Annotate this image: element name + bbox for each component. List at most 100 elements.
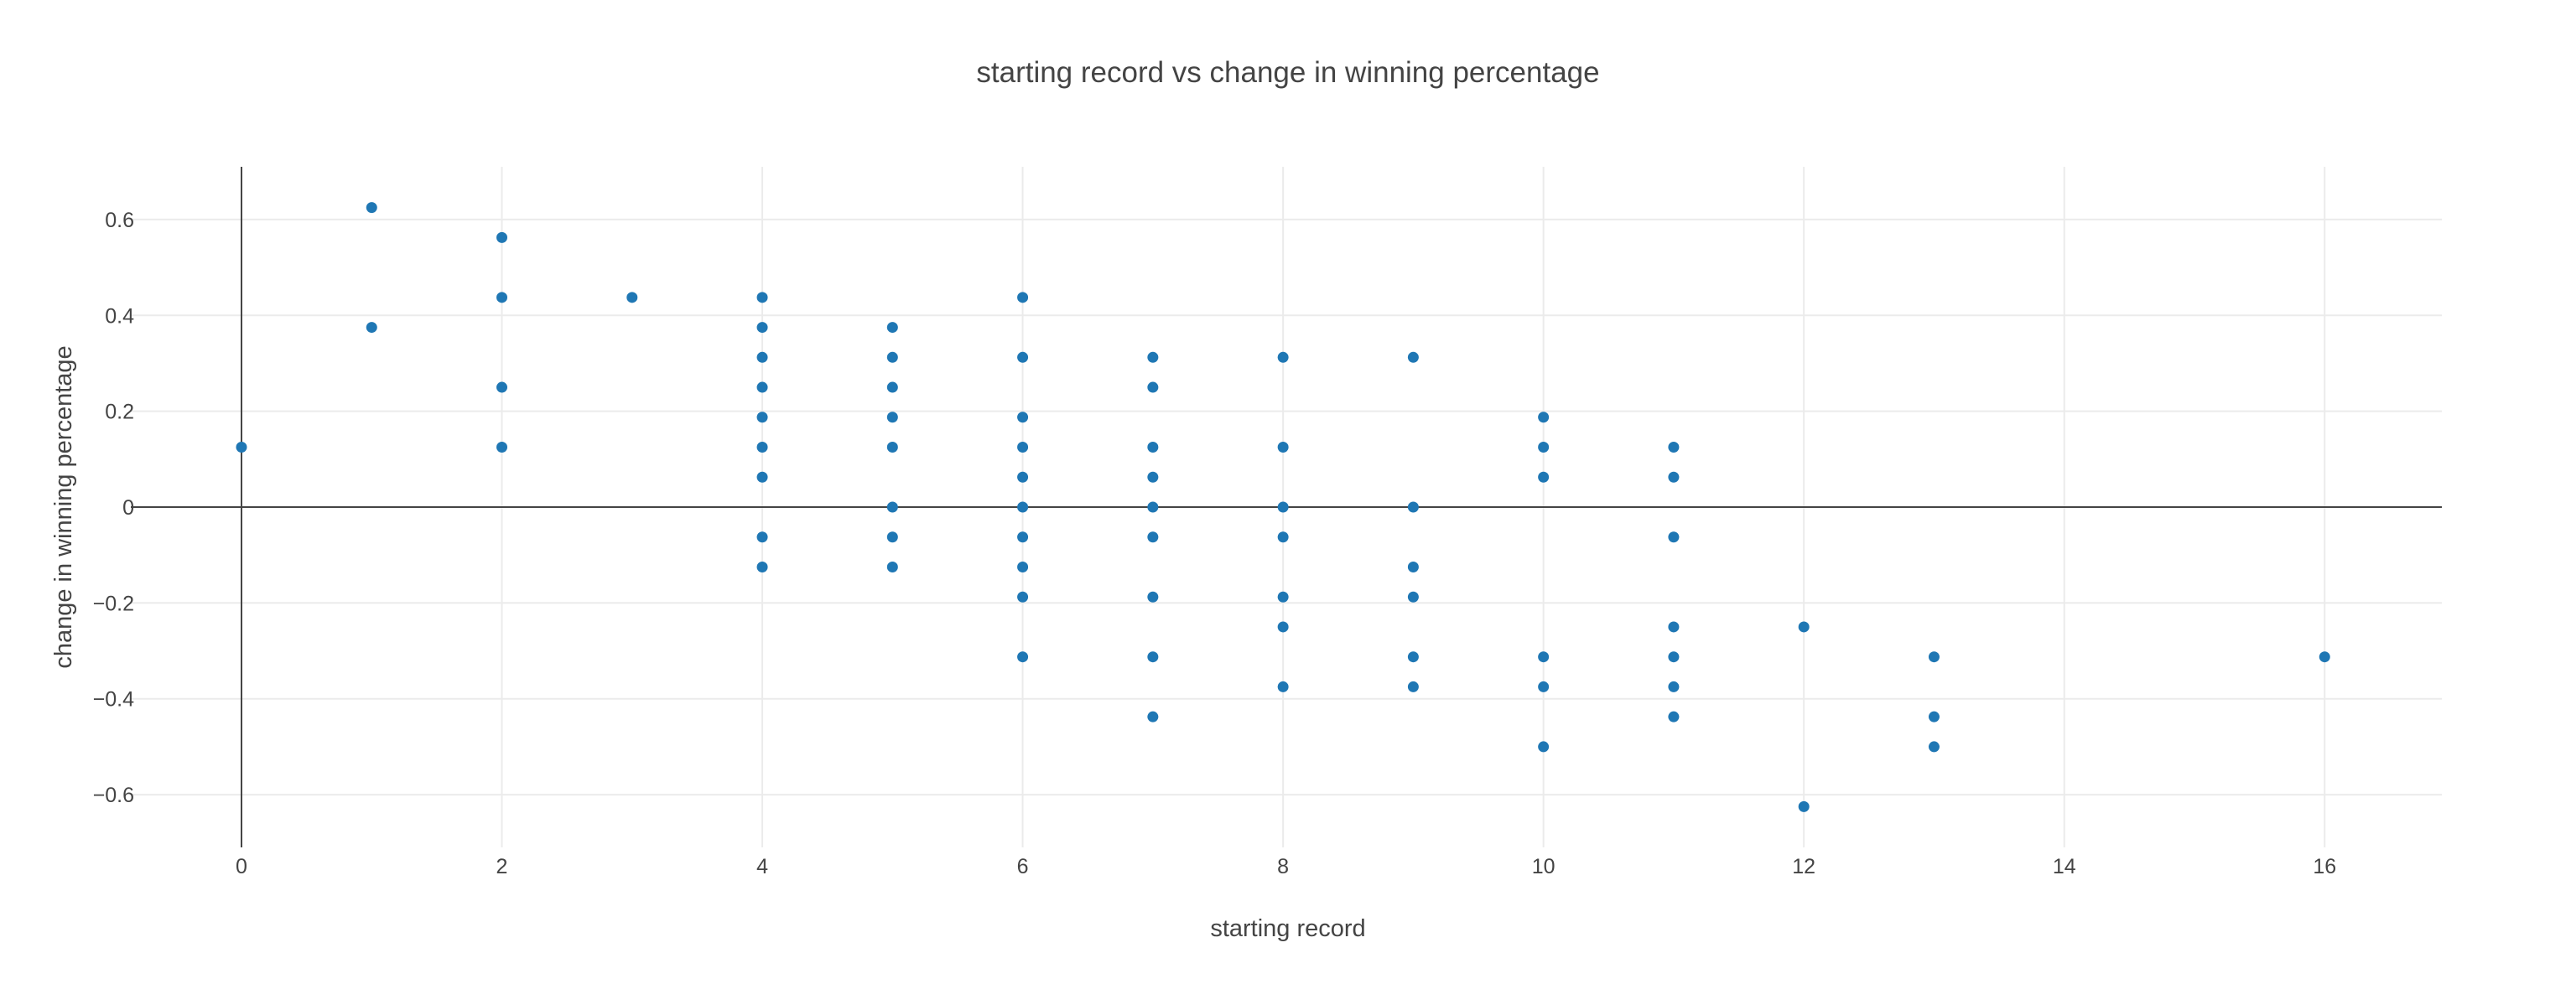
data-point [1668, 651, 1680, 663]
x-tick-labels: 0 2 4 6 8 10 12 14 16 [236, 855, 2336, 878]
x-tick-label: 10 [1532, 855, 1555, 878]
data-point [756, 412, 768, 423]
data-point [1277, 351, 1289, 363]
data-point [1147, 471, 1159, 483]
data-point [1668, 711, 1680, 722]
data-point [886, 531, 898, 543]
data-point [1017, 292, 1029, 303]
data-point [1538, 442, 1550, 453]
data-point [886, 412, 898, 423]
data-point [366, 202, 377, 214]
data-point [886, 442, 898, 453]
data-point [1538, 412, 1550, 423]
data-point [1538, 471, 1550, 483]
data-point [2319, 651, 2330, 663]
data-point [1538, 681, 1550, 692]
data-point [1407, 561, 1419, 572]
data-point [1017, 471, 1029, 483]
data-point [886, 501, 898, 513]
data-point [1147, 442, 1159, 453]
x-tick-label: 14 [2053, 855, 2076, 878]
data-point [1147, 711, 1159, 722]
data-point [236, 442, 247, 453]
chart-title: starting record vs change in winning per… [976, 56, 1599, 89]
y-tick-label: −0.2 [93, 592, 134, 615]
data-point [1017, 412, 1029, 423]
data-point [1407, 681, 1419, 692]
data-point [496, 231, 508, 243]
x-tick-label: 8 [1277, 855, 1289, 878]
data-point [1668, 681, 1680, 692]
data-point [1277, 501, 1289, 513]
y-tick-label: 0.6 [105, 209, 134, 232]
data-point [1668, 531, 1680, 543]
data-point [1017, 591, 1029, 603]
data-point [1147, 651, 1159, 663]
data-point [1538, 741, 1550, 753]
x-axis-title: starting record [1210, 915, 1365, 942]
y-tick-labels: −0.6 −0.4 −0.2 0 0.2 0.4 0.6 [93, 209, 134, 807]
data-point [1538, 651, 1550, 663]
data-point [886, 381, 898, 393]
x-tick-label: 0 [236, 855, 247, 878]
y-tick-label: 0 [122, 496, 134, 520]
data-point [886, 561, 898, 572]
data-point [756, 471, 768, 483]
data-point [496, 292, 508, 303]
x-tick-label: 2 [496, 855, 508, 878]
x-tick-label: 16 [2313, 855, 2336, 878]
data-point [886, 322, 898, 334]
data-point [1928, 651, 1940, 663]
data-point [1277, 531, 1289, 543]
y-tick-label: −0.4 [93, 688, 134, 712]
data-point [1017, 531, 1029, 543]
data-point [1928, 711, 1940, 722]
y-tick-label: 0.4 [105, 304, 134, 328]
data-point [1277, 621, 1289, 633]
data-point [1017, 651, 1029, 663]
data-point [1277, 681, 1289, 692]
data-point [496, 442, 508, 453]
data-point [756, 381, 768, 393]
y-tick-label: −0.6 [93, 784, 134, 807]
data-point [1017, 351, 1029, 363]
x-tick-label: 12 [1792, 855, 1815, 878]
data-point [1017, 501, 1029, 513]
data-points [236, 202, 2330, 812]
x-tick-label: 4 [756, 855, 768, 878]
data-point [1147, 501, 1159, 513]
data-point [1017, 442, 1029, 453]
data-point [1277, 591, 1289, 603]
data-point [756, 531, 768, 543]
data-point [1147, 351, 1159, 363]
data-point [626, 292, 638, 303]
data-point [1668, 621, 1680, 633]
data-point [1147, 531, 1159, 543]
data-point [756, 322, 768, 334]
data-point [886, 351, 898, 363]
data-point [1407, 591, 1419, 603]
data-point [1798, 621, 1810, 633]
x-tick-label: 6 [1017, 855, 1029, 878]
data-point [756, 442, 768, 453]
y-tick-label: 0.2 [105, 401, 134, 424]
data-point [1407, 501, 1419, 513]
data-point [1668, 442, 1680, 453]
data-point [1017, 561, 1029, 572]
data-point [1147, 591, 1159, 603]
data-point [756, 292, 768, 303]
y-axis-title: change in winning percentage [50, 345, 77, 668]
y-gridlines [131, 218, 2442, 796]
data-point [1147, 381, 1159, 393]
data-point [366, 322, 377, 334]
data-point [1928, 741, 1940, 753]
data-point [756, 561, 768, 572]
data-point [756, 351, 768, 363]
data-point [1407, 351, 1419, 363]
data-point [1277, 442, 1289, 453]
data-point [496, 381, 508, 393]
data-point [1798, 800, 1810, 812]
data-point [1668, 471, 1680, 483]
